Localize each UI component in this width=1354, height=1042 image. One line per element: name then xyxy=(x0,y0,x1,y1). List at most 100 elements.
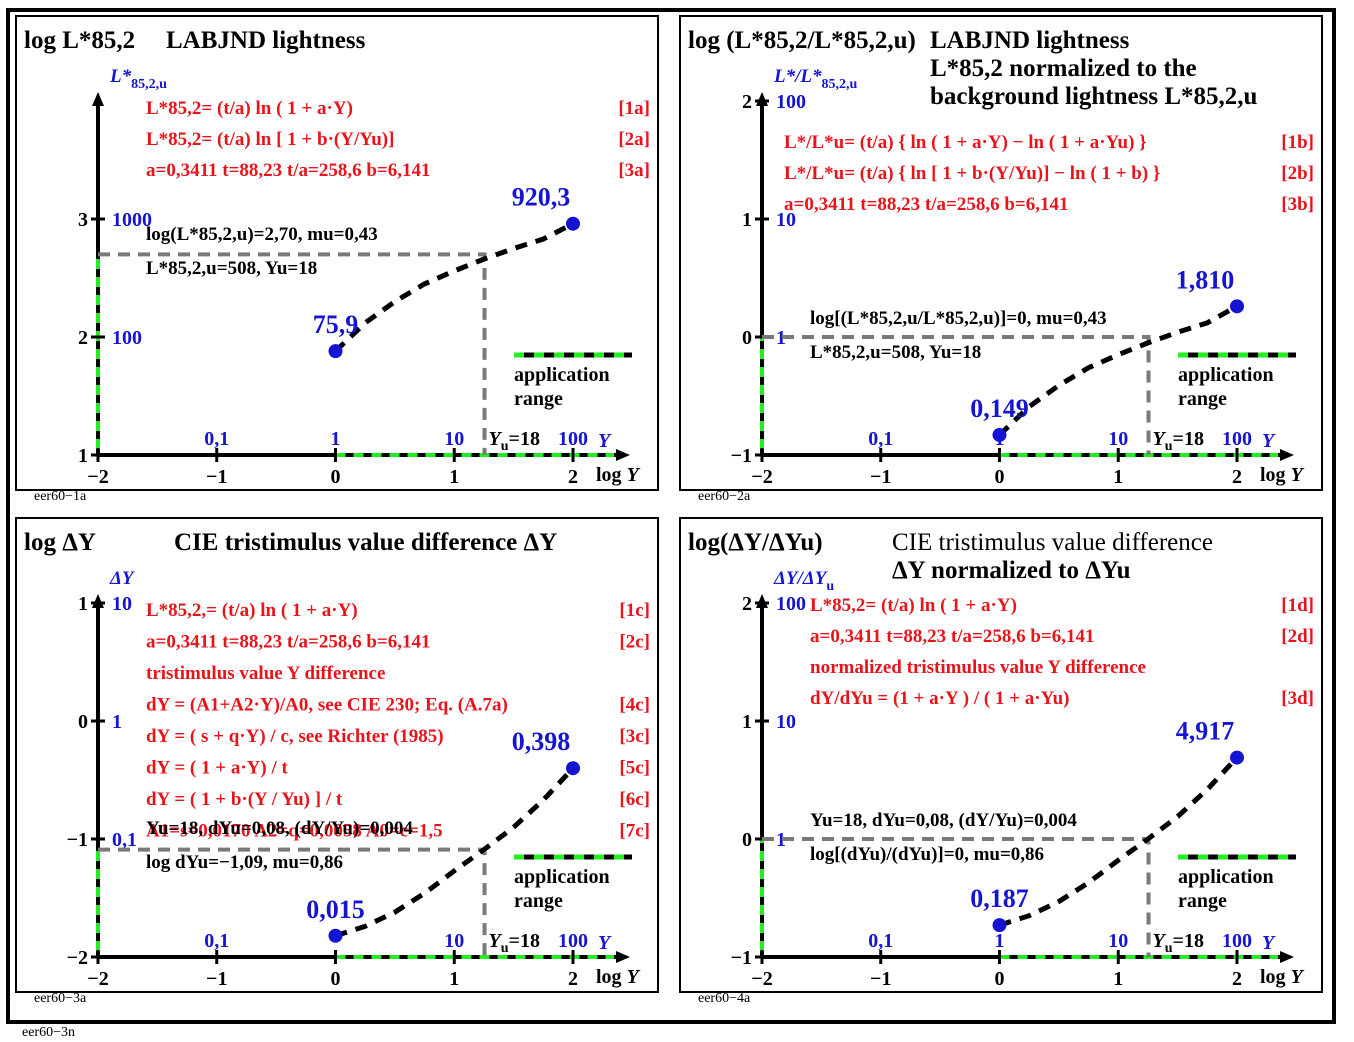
y-value-label: 10 xyxy=(776,209,796,231)
formula-tag: [6c] xyxy=(619,789,650,810)
y-axis-arrow xyxy=(756,594,768,608)
x-tick-label: −1 xyxy=(206,466,227,488)
panel-title: log(ΔY/ΔYu) xyxy=(688,529,823,556)
panel-subtitle: ΔY normalized to ΔYu xyxy=(892,557,1131,584)
panel-title-rest: LABJND lightness xyxy=(166,27,366,54)
reference-x-label: Yu=18 xyxy=(489,428,540,454)
outer-frame xyxy=(6,8,1336,1024)
x-tick-label: 2 xyxy=(1232,466,1242,488)
x-value-label: 1 xyxy=(995,930,1005,952)
formula-line: dY = ( 1 + b·(Y / Yu) ] / t xyxy=(146,789,343,810)
formula-tag: [3c] xyxy=(619,726,650,747)
x-value-label: 10 xyxy=(444,428,464,450)
data-point-label: 0,015 xyxy=(306,895,365,924)
x-value-axis-label: Y xyxy=(1262,430,1276,452)
formula-line: dY = ( 1 + a·Y) / t xyxy=(146,758,288,779)
panel-title: log (L*85,2/L*85,2,u) xyxy=(688,27,916,54)
formula-tag: [1d] xyxy=(1281,595,1314,616)
formula-line: L*/L*u= (t/a) { ln [ 1 + b·(Y/Yu)] − ln … xyxy=(784,163,1160,184)
data-point-label: 0,187 xyxy=(970,884,1029,913)
formula-line: dY = (A1+A2·Y)/A0, see CIE 230; Eq. (A.7… xyxy=(146,695,508,716)
formula-tag: [3d] xyxy=(1281,688,1314,709)
x-tick-label: −2 xyxy=(751,968,772,990)
legend-range-label: application xyxy=(1178,866,1274,888)
formula-line: a=0,3411 t=88,23 t/a=258,6 b=6,141 xyxy=(146,160,431,181)
x-axis-title: log Y xyxy=(1260,966,1305,988)
x-value-label: 100 xyxy=(1222,930,1252,952)
note-line: log dYu=−1,09, mu=0,86 xyxy=(146,852,343,873)
note-line: L*85,2,u=508, Yu=18 xyxy=(810,342,981,363)
data-point-label: 4,917 xyxy=(1176,717,1235,746)
formula-tag: [3b] xyxy=(1281,194,1314,215)
panel-title-rest: LABJND lightness xyxy=(930,27,1130,54)
note-line: log[(L*85,2,u/L*85,2,u)]=0, mu=0,43 xyxy=(810,308,1107,329)
panel-title-rest: CIE tristimulus value difference ΔY xyxy=(174,529,557,556)
data-point-label: 75,9 xyxy=(313,310,359,339)
data-point xyxy=(1230,299,1244,314)
formula-tag: [1a] xyxy=(618,98,650,119)
y-value-label: 1000 xyxy=(112,209,152,231)
formula-tag: [2c] xyxy=(619,632,650,653)
legend-range-label: range xyxy=(514,388,563,410)
x-value-label: 10 xyxy=(1108,428,1128,450)
formula-line: tristimulus value Y difference xyxy=(146,663,385,684)
x-tick-label: 2 xyxy=(568,968,578,990)
data-point xyxy=(992,427,1007,442)
x-value-axis-label: Y xyxy=(598,932,612,954)
formula-line: a=0,3411 t=88,23 t/a=258,6 b=6,141 xyxy=(784,194,1069,215)
formula-tag: [2a] xyxy=(618,129,650,150)
formula-tag: [2d] xyxy=(1281,626,1314,647)
panel-frame xyxy=(679,15,1323,491)
y-value-label: 0,1 xyxy=(112,829,137,851)
y-value-label: 1 xyxy=(112,711,122,733)
formula-line: L*85,2,= (t/a) ln ( 1 + a·Y) xyxy=(146,600,358,621)
note-line: log(L*85,2,u)=2,70, mu=0,43 xyxy=(146,224,378,245)
y-axis-title: L*85,2,u xyxy=(109,66,167,92)
x-value-label: 100 xyxy=(1222,428,1252,450)
data-point-label: 1,810 xyxy=(1176,265,1235,294)
y-axis-arrow xyxy=(92,594,104,608)
data-point xyxy=(1230,750,1244,765)
y-value-label: 100 xyxy=(112,327,142,349)
y-value-label: 100 xyxy=(776,91,806,113)
x-value-label: 0,1 xyxy=(204,428,229,450)
formula-tag: [1b] xyxy=(1281,132,1314,153)
y-axis-arrow xyxy=(92,92,104,106)
panel-title: log ΔY xyxy=(24,529,96,556)
note-line: log[(dYu)/(dYu)]=0, mu=0,86 xyxy=(810,844,1044,865)
x-tick-label: 1 xyxy=(1113,466,1123,488)
note-line: Yu=18, dYu=0,08, (dY/Yu)=0,004 xyxy=(810,810,1077,831)
formula-tag: [7c] xyxy=(619,821,650,842)
y-tick-label: 1 xyxy=(78,445,88,467)
panel-title: log L*85,2 xyxy=(24,27,135,54)
reference-dashed-line xyxy=(762,335,1151,455)
panel-code: eer60−4a xyxy=(698,991,751,1006)
formula-line: L*85,2= (t/a) ln [ 1 + b·(Y/Yu)] xyxy=(146,129,394,150)
data-point-label: 920,3 xyxy=(512,183,571,212)
panel-title-rest: CIE tristimulus value difference xyxy=(892,529,1213,556)
note-line: L*85,2,u=508, Yu=18 xyxy=(146,258,317,279)
y-tick-label: 0 xyxy=(742,327,752,349)
data-series-line xyxy=(998,755,1239,928)
y-value-label: 1 xyxy=(776,829,786,851)
panel-frame xyxy=(15,15,659,491)
note-line: Yu=18, dYu=0,08, (dY/Yu)=0,004 xyxy=(146,818,413,839)
x-value-label: 10 xyxy=(1108,930,1128,952)
formula-tag: [5c] xyxy=(619,758,650,779)
y-tick-label: 1 xyxy=(78,593,88,615)
formula-line: L*85,2= (t/a) ln ( 1 + a·Y) xyxy=(810,595,1017,616)
data-series-line xyxy=(997,304,1239,437)
data-point xyxy=(328,928,343,943)
y-value-label: 10 xyxy=(776,711,796,733)
formula-tag: [1c] xyxy=(619,600,650,621)
formula-line: a=0,3411 t=88,23 t/a=258,6 b=6,141 xyxy=(810,626,1095,647)
y-tick-label: −2 xyxy=(67,947,88,969)
x-value-label: 1 xyxy=(331,428,341,450)
x-value-axis-label: Y xyxy=(598,430,612,452)
y-tick-label: 2 xyxy=(742,91,752,113)
x-tick-label: −2 xyxy=(751,466,772,488)
